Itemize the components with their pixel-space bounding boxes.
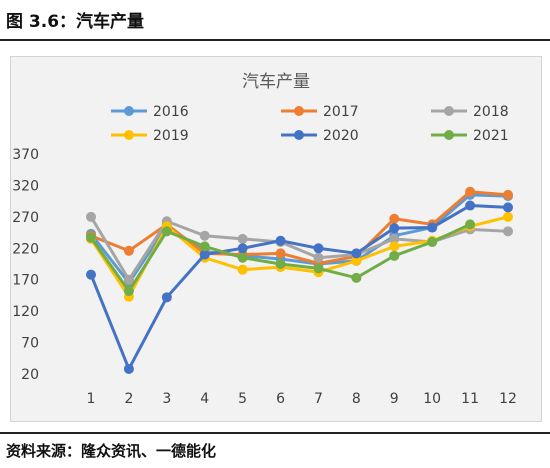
line-chart: 汽车产量 2016 2017 2018 2019 2020 2021 20 70 120 170… [12, 72, 517, 407]
data-point [123, 363, 134, 374]
bottom-rule [0, 432, 550, 434]
data-point [199, 230, 210, 241]
series-2016 [86, 189, 513, 288]
data-point [123, 274, 134, 285]
y-tick-label: 370 [12, 147, 39, 163]
y-tick-label: 270 [12, 210, 39, 226]
legend-label: 2021 [473, 128, 509, 144]
series-line [89, 215, 509, 299]
data-point [503, 202, 513, 213]
data-point [313, 263, 324, 274]
data-point [161, 292, 172, 303]
y-tick-label: 170 [12, 273, 39, 289]
data-point [503, 189, 513, 200]
data-point [465, 219, 476, 230]
legend-item: 2016 [111, 104, 189, 120]
x-tick-label: 3 [162, 391, 171, 407]
legend-swatch-marker [124, 130, 134, 140]
series-2020 [86, 200, 513, 374]
legend-label: 2019 [153, 128, 189, 144]
data-point [313, 252, 324, 263]
series-lines [86, 186, 513, 374]
x-tick-label: 4 [200, 391, 209, 407]
y-tick-label: 220 [12, 241, 39, 257]
x-tick-label: 2 [124, 391, 133, 407]
data-point [389, 233, 400, 244]
data-point [86, 232, 96, 243]
data-point [427, 222, 438, 233]
data-point [351, 272, 362, 283]
data-point [123, 286, 134, 297]
series-line [89, 204, 509, 371]
data-point [351, 255, 362, 266]
x-tick-label: 8 [352, 391, 361, 407]
data-point [351, 248, 362, 259]
data-point [86, 211, 96, 222]
series-2021 [86, 219, 476, 297]
legend-swatch-marker [444, 106, 454, 116]
data-point [237, 233, 248, 244]
data-point [389, 241, 400, 252]
legend-label: 2016 [153, 104, 189, 120]
data-point [237, 243, 248, 254]
legend-swatch-marker [294, 106, 304, 116]
x-tick-label: 7 [314, 391, 323, 407]
legend-item: 2018 [431, 104, 509, 120]
series-2018 [86, 211, 513, 285]
data-point [86, 269, 96, 280]
y-tick-label: 20 [21, 367, 39, 383]
data-point [313, 243, 324, 254]
data-point [503, 226, 513, 237]
chart-panel: 汽车产量 2016 2017 2018 2019 2020 2021 20 70 120 170… [10, 56, 542, 422]
legend-item: 2019 [111, 128, 189, 144]
x-tick-label: 5 [238, 391, 247, 407]
x-tick-label: 12 [499, 391, 517, 407]
y-tick-label: 70 [21, 336, 39, 352]
data-point [389, 250, 400, 261]
data-point [275, 235, 286, 246]
y-tick-label: 120 [12, 304, 39, 320]
legend-swatch-marker [294, 130, 304, 140]
data-point [237, 252, 248, 263]
x-tick-label: 9 [390, 391, 399, 407]
legend-label: 2020 [323, 128, 359, 144]
data-point [199, 249, 210, 260]
data-point [503, 211, 513, 222]
figure-title: 图 3.6：汽车产量 [6, 12, 145, 32]
data-point [123, 245, 134, 256]
x-tick-label: 10 [423, 391, 441, 407]
data-point [427, 237, 438, 247]
y-tick-label: 320 [12, 178, 39, 194]
data-point [275, 259, 286, 269]
legend-item: 2021 [431, 128, 509, 144]
x-tick-label: 1 [87, 391, 96, 407]
data-point [161, 226, 172, 237]
data-point [199, 241, 210, 252]
x-tick-label: 11 [461, 391, 479, 407]
data-point [275, 248, 286, 259]
data-point [389, 213, 400, 224]
x-axis-tick-labels: 1 2 3 4 5 6 7 8 9 10 11 12 [87, 391, 517, 407]
chart-legend: 2016 2017 2018 2019 2020 2021 [111, 104, 509, 144]
legend-item: 2020 [281, 128, 359, 144]
legend-item: 2017 [281, 104, 359, 120]
data-point [237, 264, 248, 275]
top-rule [0, 39, 550, 41]
data-point [465, 186, 476, 197]
legend-label: 2018 [473, 104, 509, 120]
legend-swatch-marker [124, 106, 134, 116]
chart-title: 汽车产量 [242, 72, 310, 92]
x-tick-label: 6 [276, 391, 285, 407]
data-point [465, 200, 476, 211]
legend-swatch-marker [444, 130, 454, 140]
legend-label: 2017 [323, 104, 359, 120]
source-note: 资料来源：隆众资讯、一德能化 [6, 442, 217, 460]
y-axis-tick-labels: 20 70 120 170 220 270 320 370 [12, 147, 39, 383]
data-point [389, 223, 400, 234]
